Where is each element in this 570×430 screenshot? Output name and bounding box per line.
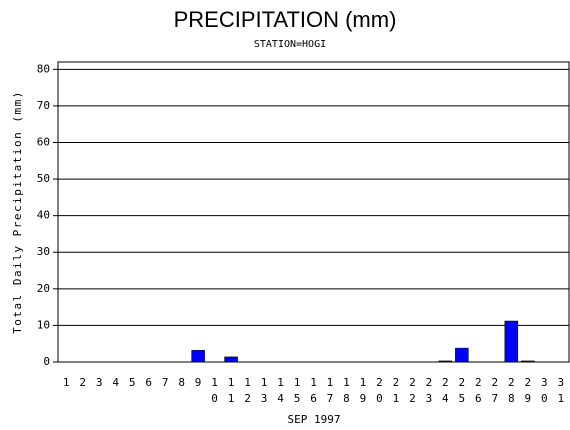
bar <box>224 356 238 363</box>
y-tick-label: 60 <box>37 135 50 148</box>
y-tick-label: 30 <box>37 245 50 258</box>
bar <box>438 360 453 363</box>
x-tick-label: 9 <box>195 376 202 389</box>
x-tick-label: 1 <box>63 376 70 389</box>
bar <box>521 360 535 363</box>
chart-title: PRECIPITATION (mm) <box>174 7 397 32</box>
bar <box>455 347 469 363</box>
x-tick-label: 3 <box>96 376 103 389</box>
y-axis-label: Total Daily Precipitation (mm) <box>11 90 24 334</box>
x-tick-label: 8 <box>178 376 185 389</box>
bar <box>191 350 205 363</box>
y-tick-label: 10 <box>37 318 50 331</box>
x-tick-label: 5 <box>129 376 136 389</box>
y-tick-label: 20 <box>37 282 50 295</box>
chart-subtitle: STATION=HOGI <box>254 39 326 50</box>
x-tick-label: 2 <box>79 376 86 389</box>
y-tick-label: 70 <box>37 99 50 112</box>
x-axis-label: SEP 1997 <box>288 413 341 426</box>
y-tick-label: 0 <box>43 355 50 368</box>
y-tick-label: 40 <box>37 209 50 222</box>
plot-frame <box>57 61 570 363</box>
bar <box>504 320 519 363</box>
x-tick-label: 6 <box>145 376 152 389</box>
y-tick-label: 50 <box>37 172 50 185</box>
x-tick-label: 4 <box>112 376 119 389</box>
x-tick-label: 7 <box>162 376 169 389</box>
y-tick-label: 80 <box>37 62 50 75</box>
